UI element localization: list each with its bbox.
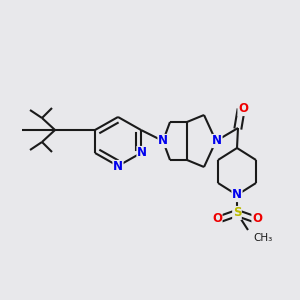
Text: N: N [113, 160, 123, 173]
Text: O: O [238, 103, 248, 116]
Text: N: N [232, 188, 242, 202]
Text: O: O [252, 212, 262, 226]
Text: O: O [212, 212, 222, 226]
Text: N: N [212, 134, 222, 148]
Text: S: S [233, 206, 241, 220]
Text: N: N [158, 134, 168, 148]
Text: N: N [137, 146, 147, 160]
Text: CH₃: CH₃ [253, 233, 272, 243]
